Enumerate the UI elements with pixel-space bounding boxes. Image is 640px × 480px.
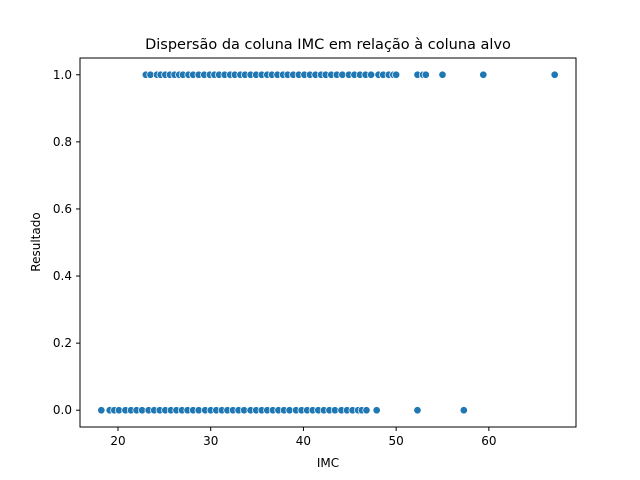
x-tick-label: 50 — [389, 434, 404, 448]
y-axis-label: Resultado — [29, 212, 43, 271]
data-point — [421, 70, 430, 79]
data-point — [362, 406, 371, 415]
x-tick-label: 60 — [481, 434, 496, 448]
x-axis-label: IMC — [317, 456, 339, 470]
y-tick-label: 0.8 — [53, 135, 72, 149]
y-tick-label: 0.2 — [53, 336, 72, 350]
chart-title: Dispersão da coluna IMC em relação à col… — [145, 37, 511, 53]
data-point — [97, 406, 106, 415]
y-tick-label: 1.0 — [53, 68, 72, 82]
data-point — [392, 70, 401, 79]
y-tick-label: 0.6 — [53, 202, 72, 216]
y-axis-ticks: 0.0 0.2 0.4 0.6 0.8 1.0 — [53, 68, 80, 417]
data-points — [97, 70, 559, 415]
x-tick-label: 20 — [110, 434, 125, 448]
data-point — [550, 70, 559, 79]
data-point — [372, 406, 381, 415]
x-tick-label: 30 — [203, 434, 218, 448]
data-point — [479, 70, 488, 79]
data-point — [459, 406, 468, 415]
data-point — [367, 70, 376, 79]
y-tick-label: 0.4 — [53, 269, 72, 283]
x-tick-label: 40 — [296, 434, 311, 448]
x-axis-ticks: 20 30 40 50 60 — [110, 427, 496, 448]
data-point — [413, 406, 422, 415]
y-tick-label: 0.0 — [53, 403, 72, 417]
data-point — [438, 70, 447, 79]
plot-frame — [79, 57, 577, 428]
